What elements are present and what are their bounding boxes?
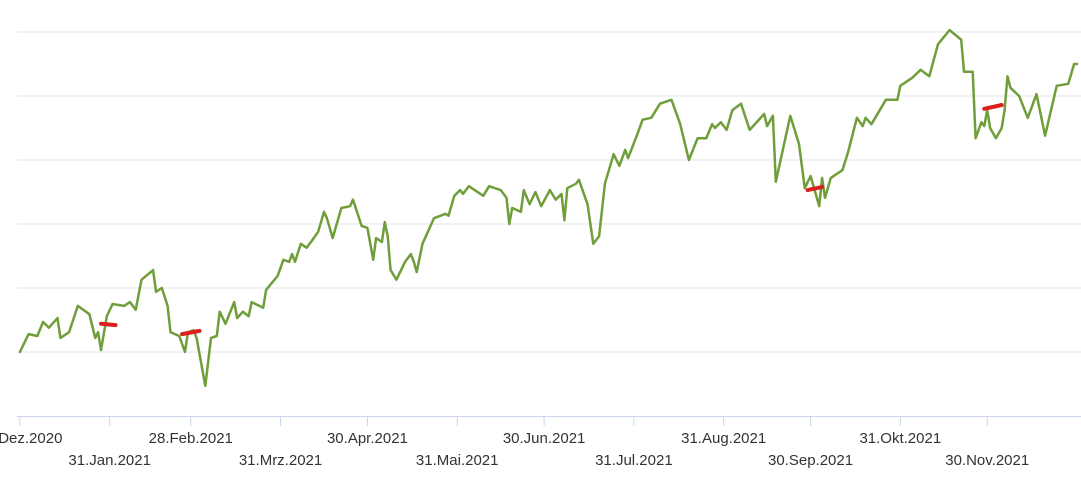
x-tick-label: 31.Mrz.2021 <box>239 452 322 469</box>
x-tick-label: 30.Jun.2021 <box>503 430 586 447</box>
x-tick-label: 31.Jan.2021 <box>68 452 151 469</box>
x-tick-label: 31.Jul.2021 <box>595 452 673 469</box>
x-tick-label: 31.Aug.2021 <box>681 430 766 447</box>
x-tick-label: 31.Dez.2020 <box>0 430 62 447</box>
x-tick-label: 30.Apr.2021 <box>327 430 408 447</box>
line-series <box>99 103 1004 337</box>
x-tick-label: 30.Nov.2021 <box>945 452 1029 469</box>
x-tick-label: 30.Sep.2021 <box>768 452 853 469</box>
line-series <box>18 28 1079 388</box>
x-tick-label: 31.Okt.2021 <box>859 430 941 447</box>
x-tick-label: 28.Feb.2021 <box>149 430 233 447</box>
x-tick-label: 31.Mai.2021 <box>416 452 499 469</box>
